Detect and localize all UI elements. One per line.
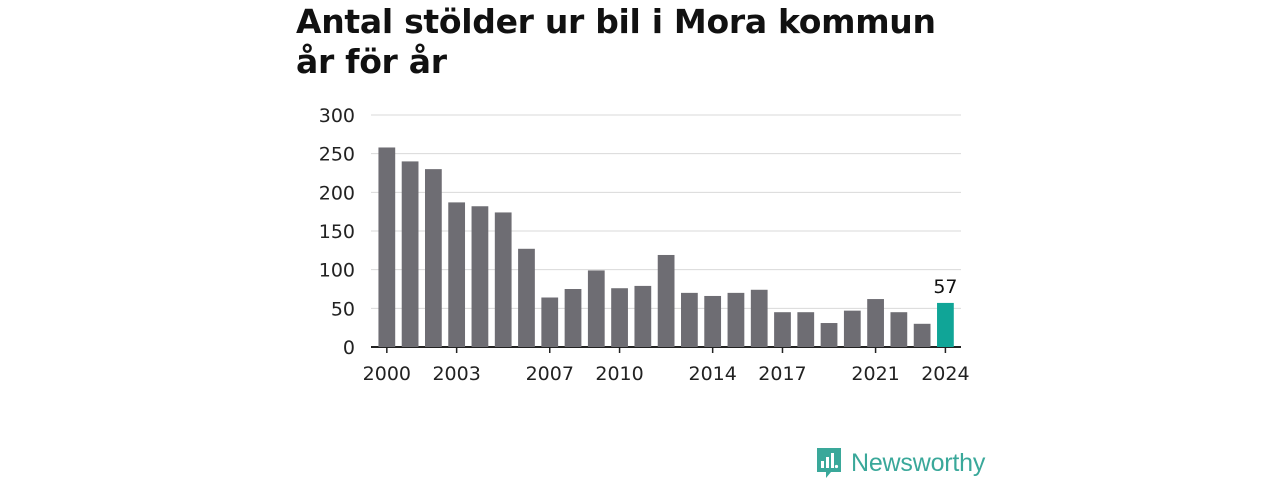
bar-2003 [448,202,466,347]
bar-2016 [750,289,768,347]
data-labels: 57 [933,276,957,298]
newsworthy-logo: Newsworthy [815,446,985,480]
newsworthy-logo-icon [817,448,841,478]
bar-2011 [634,285,652,347]
bar-2015 [727,292,745,347]
y-tick-label: 150 [319,221,355,243]
bar-2013 [681,292,698,347]
x-tick-label: 2003 [432,363,480,385]
y-tick-label: 200 [319,182,355,204]
x-tick-labels: 2000 2003 2007 2010 2014 2017 2021 2024 [363,347,970,385]
bar-2020 [843,310,861,347]
bar-2010 [611,288,628,347]
bar-2019 [820,323,838,347]
y-tick-label: 100 [319,260,355,282]
bar-2002 [424,169,442,347]
bar-2023 [913,323,931,347]
data-label: 57 [933,276,957,298]
bar-2006 [518,248,535,347]
bar-2014 [704,295,722,347]
x-tick-label: 2014 [688,363,736,385]
brand-name: Newsworthy [851,448,986,477]
y-tick-label: 0 [343,337,355,359]
bar-2018 [797,312,815,347]
chart-title: Antal stölder ur bil i Mora kommun år fö… [296,2,936,81]
bar-2005 [494,212,512,347]
x-tick-label: 2021 [851,363,899,385]
bar-2021 [867,299,884,347]
bar-2012 [657,254,675,347]
bar-2024 [937,302,954,347]
bar-2004 [471,206,489,347]
x-tick-label: 2000 [363,363,411,385]
x-tick-label: 2010 [595,363,643,385]
bar-2022 [890,312,908,347]
bar-2017 [774,312,791,347]
y-tick-labels: 0 50 100 150 200 250 300 [319,105,355,359]
x-tick-label: 2017 [758,363,806,385]
x-tick-label: 2024 [921,363,969,385]
bars [378,147,954,347]
y-tick-label: 50 [331,298,355,320]
bar-2001 [401,161,419,347]
bar-2009 [587,270,605,347]
bar-2007 [541,297,559,347]
bar-2000 [378,147,396,347]
bar-2008 [564,289,582,347]
x-tick-label: 2007 [526,363,574,385]
y-tick-label: 300 [319,105,355,127]
y-tick-label: 250 [319,144,355,166]
